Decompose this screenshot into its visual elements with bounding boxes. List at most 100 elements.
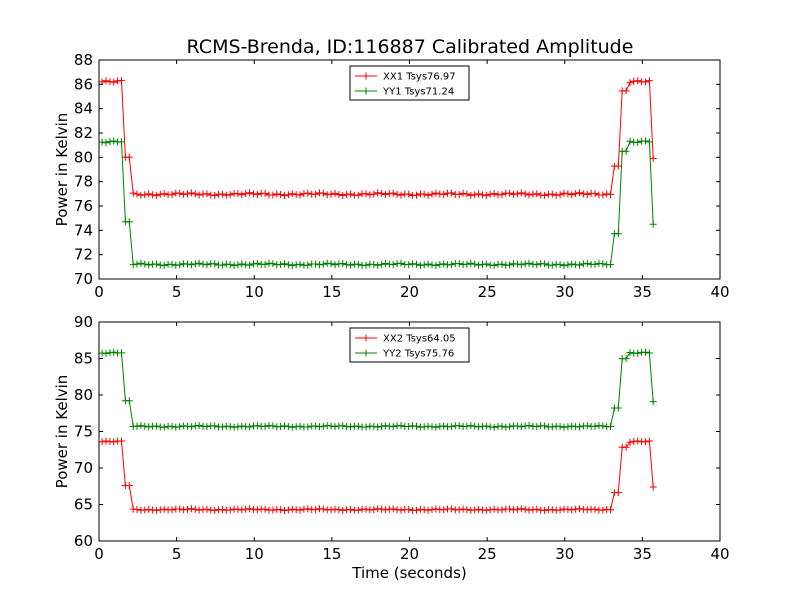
data-point (475, 190, 483, 198)
data-point (238, 191, 246, 199)
x-tick-label: 25 (478, 545, 497, 563)
data-point (176, 423, 184, 431)
data-point (413, 260, 420, 268)
data-point (482, 192, 490, 200)
x-tick-label: 0 (94, 283, 104, 301)
data-point (230, 262, 238, 270)
data-point (455, 260, 463, 268)
data-point (490, 505, 498, 513)
data-point (102, 350, 110, 357)
y-tick-label: 78 (74, 173, 93, 191)
data-point (463, 260, 471, 268)
data-point (203, 423, 211, 431)
data-point (160, 505, 168, 513)
data-point (645, 77, 653, 85)
data-point (374, 189, 382, 197)
data-point (579, 190, 587, 198)
data-point (467, 422, 475, 430)
data-point (284, 423, 292, 431)
data-point (284, 261, 292, 269)
data-point (261, 189, 269, 197)
data-point (296, 191, 304, 199)
series-xx1 (99, 77, 657, 200)
data-point (149, 191, 157, 199)
data-point (176, 505, 184, 513)
data-point (607, 191, 614, 198)
data-point (517, 505, 525, 513)
data-point (498, 506, 506, 514)
data-point (354, 422, 362, 430)
data-point (304, 423, 312, 431)
data-point (374, 423, 382, 431)
data-point (253, 422, 261, 430)
data-point (513, 505, 521, 513)
data-point (642, 438, 649, 446)
data-point (133, 190, 141, 198)
data-point (354, 260, 362, 268)
y-tick-label: 70 (74, 459, 93, 477)
data-point (253, 191, 261, 198)
data-point (548, 423, 556, 431)
data-point (642, 137, 649, 145)
data-point (238, 260, 246, 268)
data-point (362, 261, 370, 269)
data-point (277, 191, 285, 198)
data-point (269, 260, 277, 268)
data-point (312, 190, 320, 198)
x-tick-label: 5 (172, 545, 182, 563)
legend-marker (362, 72, 370, 80)
data-point (626, 349, 634, 356)
data-point (145, 190, 153, 198)
data-point (475, 505, 483, 513)
data-point (184, 260, 191, 268)
data-point (572, 505, 580, 513)
y-tick-label: 80 (74, 148, 93, 166)
data-point (645, 138, 653, 146)
data-point (187, 505, 195, 513)
data-point (284, 506, 292, 514)
data-point (288, 262, 296, 269)
data-point (319, 189, 327, 197)
data-point (218, 506, 226, 514)
x-tick-label: 15 (322, 545, 341, 563)
data-point (253, 506, 261, 514)
data-point (564, 261, 572, 269)
data-point (160, 423, 168, 431)
data-point (405, 506, 413, 513)
data-point (517, 261, 525, 269)
data-point (583, 191, 591, 198)
data-point (234, 261, 242, 269)
data-point (370, 190, 378, 198)
data-point (242, 505, 250, 513)
data-point (261, 260, 269, 268)
x-tick-label: 40 (710, 545, 729, 563)
data-point (125, 153, 133, 161)
data-point (626, 79, 634, 87)
data-point (614, 404, 622, 412)
data-point (541, 506, 549, 514)
plot-top: 0 5 10 15 20 25 30 35 40 70 72 74 76 78 80 82 84 86 88 Powe… (53, 51, 730, 301)
data-point (238, 506, 246, 514)
data-point (195, 259, 203, 267)
data-point (327, 260, 335, 268)
data-point (168, 506, 176, 514)
data-point (467, 259, 475, 267)
data-point (312, 506, 320, 514)
data-point (99, 138, 106, 146)
data-point (420, 190, 428, 198)
data-point (347, 190, 354, 198)
data-point (455, 506, 463, 514)
data-point (362, 505, 370, 513)
data-point (211, 506, 219, 514)
data-point (576, 189, 583, 197)
data-point (447, 189, 455, 197)
data-point (471, 422, 479, 430)
data-point (160, 190, 168, 198)
data-point (413, 506, 420, 514)
y-tick-label: 86 (74, 75, 93, 93)
data-point (362, 190, 370, 198)
data-point (599, 260, 607, 268)
chart-title: RCMS-Brenda, ID:116887 Calibrated Amplit… (187, 36, 634, 58)
data-point (195, 422, 203, 429)
data-point (424, 506, 432, 514)
